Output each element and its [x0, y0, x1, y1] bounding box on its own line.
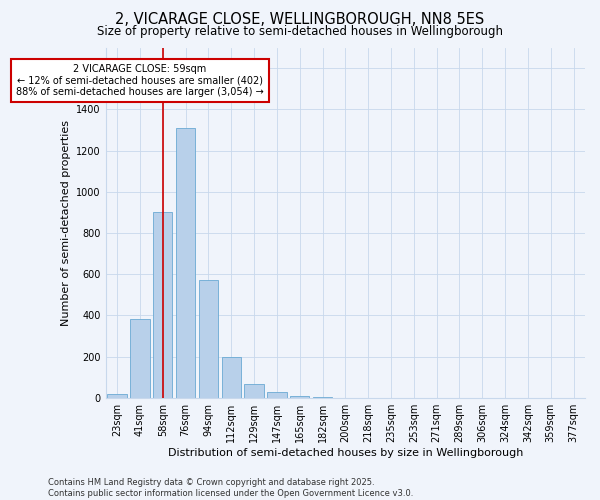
- Text: 2, VICARAGE CLOSE, WELLINGBOROUGH, NN8 5ES: 2, VICARAGE CLOSE, WELLINGBOROUGH, NN8 5…: [115, 12, 485, 28]
- Bar: [199, 280, 218, 398]
- Bar: [130, 320, 149, 398]
- Bar: [153, 212, 172, 398]
- Bar: [244, 384, 264, 398]
- Text: Size of property relative to semi-detached houses in Wellingborough: Size of property relative to semi-detach…: [97, 25, 503, 38]
- Bar: [267, 392, 287, 398]
- Y-axis label: Number of semi-detached properties: Number of semi-detached properties: [61, 120, 71, 326]
- Bar: [290, 396, 310, 398]
- Bar: [221, 356, 241, 398]
- X-axis label: Distribution of semi-detached houses by size in Wellingborough: Distribution of semi-detached houses by …: [167, 448, 523, 458]
- Bar: [107, 394, 127, 398]
- Text: Contains HM Land Registry data © Crown copyright and database right 2025.
Contai: Contains HM Land Registry data © Crown c…: [48, 478, 413, 498]
- Text: 2 VICARAGE CLOSE: 59sqm
← 12% of semi-detached houses are smaller (402)
88% of s: 2 VICARAGE CLOSE: 59sqm ← 12% of semi-de…: [16, 64, 264, 97]
- Bar: [176, 128, 195, 398]
